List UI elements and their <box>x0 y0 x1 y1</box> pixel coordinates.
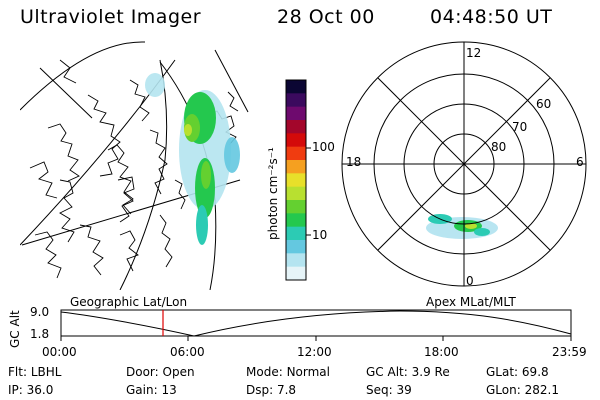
status-gain: Gain: 13 <box>126 383 177 397</box>
colorbar-stripe <box>286 200 306 214</box>
colorbar-stripe <box>286 240 306 254</box>
status-gc-alt: GC Alt: 3.9 Re <box>366 365 450 379</box>
colorbar <box>285 79 311 281</box>
colorbar-stripe <box>286 93 306 108</box>
altitude-xtick-1800: 18:00 <box>424 345 459 359</box>
altitude-curve <box>60 310 572 337</box>
geographic-map <box>20 41 249 290</box>
status-flt: Flt: LBHL <box>8 365 62 379</box>
colorbar-tick-10: 10 <box>312 228 328 242</box>
colorbar-stripe <box>286 186 306 201</box>
altitude-xtick-0000: 00:00 <box>42 345 77 359</box>
polar-label-80: 80 <box>491 140 507 154</box>
altitude-xtick-2359: 23:59 <box>552 345 587 359</box>
polar-label-6: 6 <box>576 155 584 169</box>
colorbar-stripe <box>286 213 306 228</box>
polar-label-0: 0 <box>466 274 474 288</box>
polar-label-60: 60 <box>536 97 552 111</box>
status-glat: GLat: 69.8 <box>486 365 549 379</box>
geo-panel-caption: Geographic Lat/Lon <box>70 295 188 309</box>
polar-panel-caption: Apex MLat/MLT <box>426 295 516 309</box>
header-time: 04:48:50 UT <box>430 6 553 28</box>
status-mode: Mode: Normal <box>246 365 330 379</box>
status-ip: IP: 36.0 <box>8 383 54 397</box>
coastlines <box>29 59 239 279</box>
altitude-ytick-9: 9.0 <box>30 305 50 319</box>
colorbar-stripe <box>286 146 306 161</box>
status-seq: Seq: 39 <box>366 383 412 397</box>
colorbar-stripe <box>286 226 306 241</box>
colorbar-stripe <box>286 133 306 148</box>
status-door: Door: Open <box>126 365 195 379</box>
polar-label-18: 18 <box>346 155 362 169</box>
colorbar-stripe <box>286 80 306 94</box>
colorbar-stripe <box>286 253 306 268</box>
altitude-plot-frame <box>60 309 572 337</box>
altitude-plot <box>60 309 572 341</box>
colorbar-stripe <box>286 106 306 121</box>
colorbar-unit-label: photon cm⁻²s⁻¹ <box>266 147 280 240</box>
colorbar-stripe <box>286 173 306 188</box>
app-title: Ultraviolet Imager <box>20 6 202 28</box>
polar-label-12: 12 <box>466 46 482 60</box>
colorbar-stripe <box>286 266 306 281</box>
polar-label-70: 70 <box>512 120 528 134</box>
altitude-ytick-1-8: 1.8 <box>30 327 50 341</box>
colorbar-stripe <box>286 120 306 134</box>
altitude-xtick-1200: 12:00 <box>297 345 332 359</box>
altitude-xtick-0600: 06:00 <box>170 345 205 359</box>
status-dsp: Dsp: 7.8 <box>246 383 297 397</box>
polar-plot <box>341 41 587 287</box>
colorbar-tick-100: 100 <box>312 140 335 154</box>
status-glon: GLon: 282.1 <box>486 383 559 397</box>
colorbar-stripe <box>286 160 306 174</box>
polar-diagonal-2 <box>377 77 551 251</box>
aurora-emission-geo <box>145 73 240 245</box>
altitude-ylabel: GC Alt <box>8 310 22 348</box>
header-date: 28 Oct 00 <box>277 6 375 28</box>
